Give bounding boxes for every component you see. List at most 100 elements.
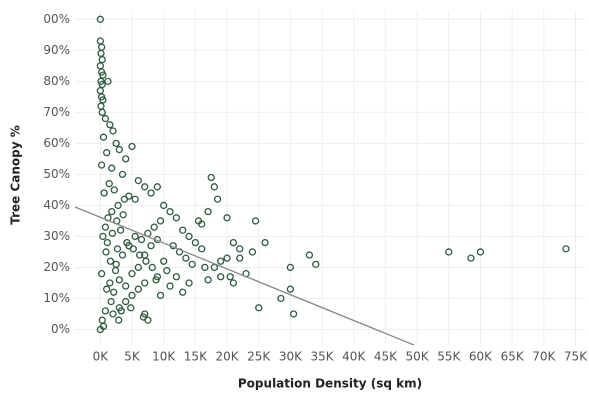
- point: [147, 189, 155, 197]
- point: [210, 263, 219, 272]
- point: [106, 257, 115, 265]
- point: [114, 201, 122, 210]
- y-tick-label: 60%: [43, 136, 70, 150]
- point: [179, 226, 187, 234]
- point: [236, 254, 244, 262]
- point: [142, 257, 150, 265]
- point: [106, 121, 114, 129]
- x-tick-label: 45K: [374, 350, 398, 364]
- point: [251, 217, 260, 225]
- point: [131, 195, 139, 203]
- point: [445, 248, 453, 256]
- point: [191, 238, 200, 247]
- y-tick-label: 40%: [43, 198, 70, 212]
- point: [97, 49, 105, 58]
- point: [217, 273, 225, 281]
- point: [127, 304, 135, 312]
- point: [236, 245, 244, 253]
- x-tick-label: 65K: [501, 350, 525, 364]
- point: [120, 195, 129, 203]
- point: [101, 307, 110, 315]
- point: [99, 232, 107, 241]
- point: [134, 285, 143, 293]
- point: [118, 251, 127, 259]
- point: [111, 266, 120, 275]
- x-tick-label: 30K: [279, 350, 303, 364]
- point: [286, 263, 295, 272]
- point: [131, 232, 139, 241]
- point: [98, 316, 106, 324]
- point: [134, 176, 143, 185]
- point: [217, 257, 225, 265]
- point: [119, 211, 127, 219]
- y-tick-label: 80%: [43, 74, 70, 88]
- point: [123, 238, 131, 247]
- trend-line: [74, 206, 415, 346]
- x-tick-label: 15K: [184, 350, 208, 364]
- point: [223, 214, 231, 222]
- point: [172, 214, 181, 222]
- x-tick-label: 35K: [311, 350, 335, 364]
- point: [112, 139, 120, 148]
- point: [182, 254, 190, 262]
- point: [109, 127, 117, 135]
- point: [160, 201, 168, 210]
- x-tick-label: 40K: [342, 350, 366, 364]
- point: [115, 145, 123, 154]
- point: [141, 183, 149, 191]
- point: [97, 270, 106, 278]
- point: [96, 325, 104, 334]
- point: [210, 183, 219, 191]
- point: [166, 282, 174, 290]
- point: [102, 248, 110, 256]
- point: [134, 263, 143, 272]
- point: [229, 279, 238, 287]
- point: [129, 245, 137, 253]
- point: [101, 223, 110, 231]
- point: [122, 282, 130, 290]
- point: [97, 161, 106, 169]
- x-tick-label: 75K: [564, 350, 588, 364]
- point: [163, 266, 171, 275]
- point: [141, 251, 149, 259]
- point: [467, 254, 475, 262]
- point: [106, 279, 114, 287]
- point: [99, 71, 107, 79]
- point: [122, 155, 130, 163]
- point: [185, 279, 193, 287]
- y-tick-label: 70%: [43, 105, 70, 119]
- point: [115, 276, 123, 284]
- point: [97, 43, 106, 51]
- point: [248, 248, 257, 256]
- point: [109, 310, 117, 318]
- point: [109, 288, 118, 296]
- point: [108, 229, 117, 237]
- point: [312, 260, 320, 269]
- y-tick-label: 30%: [43, 229, 70, 243]
- point: [229, 238, 238, 247]
- point: [128, 142, 136, 151]
- point: [198, 245, 206, 253]
- point: [100, 189, 108, 197]
- point: [562, 245, 570, 253]
- point: [194, 217, 203, 225]
- point: [201, 263, 209, 272]
- point: [135, 251, 144, 259]
- point: [172, 273, 181, 281]
- point: [108, 207, 116, 216]
- point: [261, 238, 269, 247]
- point: [147, 242, 155, 250]
- point: [101, 114, 110, 123]
- point: [213, 195, 222, 203]
- point: [148, 263, 156, 272]
- point: [105, 180, 113, 188]
- x-tick-label: 25K: [247, 350, 271, 364]
- point: [223, 254, 231, 262]
- x-axis-title: Population Density (sq km): [238, 377, 422, 391]
- x-tick-label: 10K: [152, 350, 176, 364]
- x-tick-label: 0K: [93, 350, 110, 364]
- point: [156, 291, 165, 300]
- point: [96, 15, 104, 23]
- point: [98, 55, 106, 64]
